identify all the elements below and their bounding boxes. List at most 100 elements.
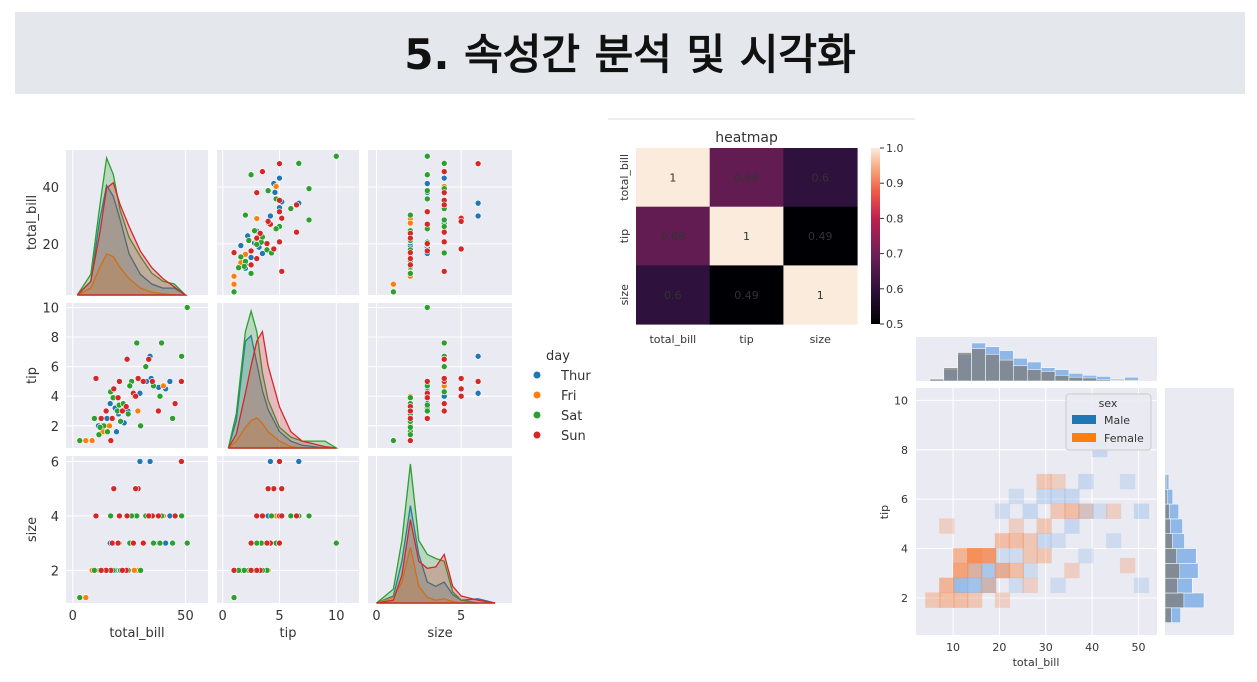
scatter-point: [137, 422, 144, 430]
scatter-point: [247, 171, 255, 179]
pairplot-panel-total_bill-size: [368, 150, 512, 296]
scatter-point: [132, 485, 139, 492]
scatter-point: [440, 375, 448, 382]
marginal-x-bar-female: [1124, 379, 1139, 382]
scatter-point: [267, 212, 274, 220]
marginal-x-bar-female: [1110, 379, 1125, 382]
kde-curve-sun: [376, 519, 496, 604]
legend-label: Sun: [561, 429, 586, 444]
hist-bin-female: [1008, 533, 1024, 549]
legend-marker-sun: [533, 431, 541, 439]
marginal-x-bar-female: [985, 354, 1000, 382]
hist-bin-male: [1050, 533, 1066, 549]
scatter-point: [305, 185, 313, 192]
hist-bin-male: [1133, 577, 1150, 594]
scatter-point: [237, 253, 245, 261]
scatter-point: [407, 415, 414, 422]
scatter-point: [123, 355, 131, 363]
scatter-point: [155, 512, 162, 520]
hist-bin-male: [1133, 503, 1150, 519]
heatmap-x-label: size: [810, 333, 832, 346]
scatter-point: [390, 280, 397, 288]
scatter-point: [178, 378, 185, 385]
hist-bin-male: [1106, 533, 1122, 549]
hist-bin-male: [994, 503, 1011, 519]
scatter-point: [278, 512, 286, 520]
joint-x-tick-label: 30: [1039, 641, 1053, 654]
joint-x-tick-label: 10: [946, 641, 960, 654]
scatter-point: [106, 400, 114, 407]
scatter-point: [110, 385, 118, 393]
heatmap-x-label: tip: [739, 333, 753, 346]
scatter-point: [183, 539, 191, 547]
hist-bin-male: [1050, 488, 1066, 505]
scatter-point: [270, 245, 278, 253]
scatter-point: [440, 388, 448, 396]
legend-marker-sat: [533, 411, 541, 419]
heatmap-cell: [709, 206, 784, 266]
scatter-point: [407, 423, 414, 431]
scatter-point: [119, 567, 126, 574]
scatter-point: [136, 458, 144, 465]
scatter-point: [457, 392, 465, 400]
hist-bin-male: [953, 577, 969, 594]
pairplot-panel-tip-tip: [217, 303, 359, 449]
pairplot-panel-total_bill-total_bill: [66, 150, 208, 296]
scatter-point: [256, 230, 264, 237]
hist-bin-female: [953, 548, 969, 564]
marginal-x-bar-female: [1082, 377, 1098, 382]
scatter-point: [88, 437, 96, 444]
marginal-x-bar-female: [1026, 369, 1042, 382]
scatter-point: [102, 407, 110, 415]
y-tick-label: 2: [51, 420, 59, 435]
scatter-point: [145, 512, 153, 520]
scatter-point: [119, 407, 126, 415]
scatter-point: [230, 288, 238, 296]
y-tick-label: 6: [51, 455, 59, 470]
hist-bin-male: [1022, 562, 1038, 579]
scatter-point: [264, 485, 272, 492]
marginal-y-bar-female: [1164, 503, 1170, 520]
heatmap-y-label: total_bill: [618, 154, 631, 201]
joint-y-tick-label: 8: [901, 444, 908, 457]
hist-bin-female: [1036, 548, 1052, 564]
scatter-point: [423, 394, 431, 401]
scatter-point: [423, 220, 431, 228]
scatter-point: [440, 189, 448, 196]
scatter-point: [178, 352, 185, 360]
scatter-point: [116, 512, 123, 520]
scatter-point: [440, 363, 448, 370]
scatter-point: [440, 174, 448, 182]
joint-x-tick-label: 50: [1131, 641, 1145, 654]
scatter-point: [423, 171, 431, 179]
heatmap-x-label: total_bill: [649, 333, 696, 346]
colorbar-tick-label: 0.7: [886, 248, 904, 261]
scatter-point: [247, 270, 255, 277]
scatter-point: [134, 407, 142, 415]
hist-bin-male: [1078, 548, 1094, 564]
scatter-point: [440, 168, 448, 175]
joint-legend-title: sex: [1099, 397, 1118, 410]
hist-bin-female: [953, 592, 969, 608]
hist-bin-male: [1022, 503, 1038, 519]
heatmap-cell: [783, 206, 858, 266]
hist-bin-male: [1119, 473, 1136, 490]
scatter-point: [264, 187, 272, 194]
joint-legend-swatch: [1072, 433, 1096, 442]
marginal-x-bar-female: [1054, 375, 1070, 382]
scatter-point: [251, 227, 258, 235]
scatter-point: [423, 187, 431, 194]
hist-bin-female: [1050, 503, 1066, 519]
hist-bin-female: [1064, 562, 1080, 579]
scatter-point: [253, 255, 261, 262]
scatter-point: [272, 183, 280, 190]
hist-bin-female: [1050, 473, 1066, 490]
scatter-point: [390, 288, 397, 296]
scatter-point: [423, 180, 431, 187]
scatter-point: [108, 415, 116, 422]
marginal-y-bar-female: [1164, 563, 1180, 579]
scatter-point: [178, 512, 185, 520]
panel-background: [368, 456, 512, 603]
scatter-point: [247, 247, 255, 255]
